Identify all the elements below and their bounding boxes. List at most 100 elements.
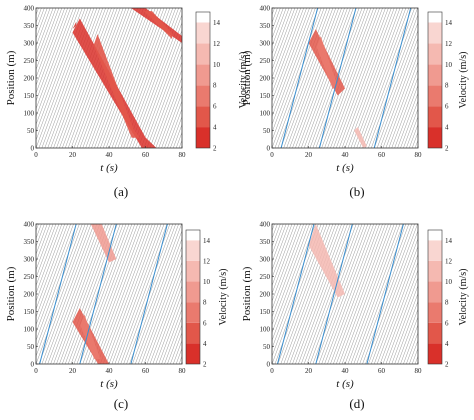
trajectory-line [161,308,182,364]
y-tick-label: 50 [27,127,35,135]
trajectory-line [38,224,92,364]
trajectory-line [303,224,357,364]
colorbar-tick-label: 2 [445,145,449,153]
trajectory-line [170,331,182,364]
trajectory-line [64,8,118,148]
trajectory-line [36,224,48,255]
trajectory-line [36,8,71,102]
trajectory-line [359,224,412,364]
y-tick-label: 250 [260,57,271,65]
x-tick-label: 0 [34,367,38,375]
trajectory-line [100,8,153,148]
colorbar-tick-label: 6 [203,319,207,327]
trajectory-line [272,224,290,271]
colorbar-tick-label: 8 [445,82,449,90]
y-tick-label: 300 [24,256,35,264]
trajectory-line [114,224,168,364]
colorbar-tick-label: 14 [213,19,221,27]
x-tick-label: 40 [342,367,350,375]
y-tick-label: 350 [24,22,35,30]
trajectory-line [306,224,360,364]
trajectory-line [341,8,395,148]
y-tick-label: 400 [260,5,271,13]
y-axis-label: Position (m) [241,50,253,105]
trajectory-line [120,224,174,364]
trajectory-line [298,8,351,148]
plot-body [272,224,418,364]
trajectory-line [356,224,410,364]
trajectory-line [135,237,182,364]
colorbar-band [428,260,442,282]
colorbar-tick-label: 10 [203,278,211,286]
trajectory-line [53,224,106,364]
trajectory-line [36,224,63,295]
trajectory-line [385,277,418,364]
x-tick-label: 0 [34,151,38,159]
colorbar-tick-label: 4 [445,340,449,348]
colorbar-band [196,12,210,23]
trajectory-line [140,253,182,364]
colorbar-band [428,230,442,241]
x-tick-label: 0 [270,151,274,159]
x-tick-label: 80 [179,367,187,375]
trajectory-line [158,300,182,364]
panel-caption: (a) [114,184,128,199]
congestion-core [93,34,140,138]
trajectory-line [272,8,316,126]
y-tick-label: 300 [260,256,271,264]
trajectory-line [126,224,179,364]
trajectory-line [406,331,418,364]
trajectory-line [321,224,375,364]
trajectory-line [47,8,101,148]
trajectory-line [111,8,165,148]
y-tick-label: 200 [260,291,271,299]
colorbar-band [428,22,442,44]
y-tick-label: 200 [260,75,271,83]
trajectory-line [382,269,418,364]
trajectory-line [344,8,398,148]
y-tick-label: 150 [260,308,271,316]
trajectory-line [67,8,121,148]
trajectory-line [167,108,182,148]
x-tick-label: 80 [415,151,423,159]
trajectory-line [272,8,293,63]
trajectory-line [36,224,74,326]
y-tick-label: 150 [24,308,35,316]
trajectory-line [272,8,302,86]
trajectory-line [36,8,77,118]
x-tick-label: 40 [106,367,114,375]
x-tick-label: 0 [270,367,274,375]
trajectory-line [50,8,103,148]
trajectory-line [272,224,287,263]
trajectory-line [143,45,182,148]
trajectory-line [36,8,74,110]
trajectory-line [146,269,182,364]
panel-1: 0 20 40 60 80 0 50 100 150 200 250 300 350 400 t (s) Po… [5,5,249,200]
trajectory-line [97,224,150,364]
x-tick-label: 80 [415,367,423,375]
cav-trajectory [39,224,77,364]
trajectory-line [36,224,89,364]
y-tick-label: 0 [267,145,271,153]
trajectory-line [274,8,328,148]
trajectory-line [161,92,182,148]
trajectory-line [88,8,141,148]
panel-caption: (d) [349,396,364,411]
x-axis-label: t (s) [100,378,118,390]
trajectory-line [300,8,354,148]
trajectory-line [272,224,293,279]
colorbar-tick-label: 12 [445,257,453,265]
colorbar-band [196,85,210,107]
trajectory-line [105,224,159,364]
trajectory-line [56,8,109,148]
colorbar: 14 12 10 8 6 4 2 Velocity (m/s) [195,11,249,153]
congestion-core [80,314,101,360]
colorbar-label: Velocity (m/s) [458,52,469,109]
trajectory-line [114,8,168,148]
y-tick-label: 50 [263,343,271,351]
trajectory-line [105,8,159,148]
trajectory-line [365,224,418,364]
trajectory-line [344,224,398,364]
trajectory-line [324,8,377,148]
